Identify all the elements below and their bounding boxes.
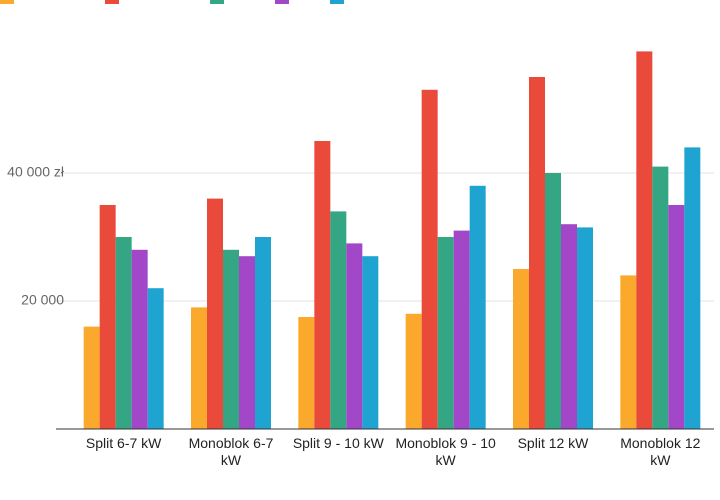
bar (314, 141, 331, 429)
bar (330, 211, 347, 429)
bar (561, 224, 577, 429)
bar (529, 77, 545, 429)
bar (421, 89, 438, 430)
legend-swatch (210, 0, 224, 4)
bar (513, 269, 529, 429)
bar (545, 173, 561, 429)
bar (239, 256, 255, 429)
bar (668, 205, 685, 429)
x-tick-label: Split 12 kW (517, 435, 589, 451)
bar (437, 237, 454, 429)
x-tick-label: Split 6-7 kW (85, 435, 162, 451)
x-tick-label: Split 9 - 10 kW (292, 435, 384, 451)
bar (652, 166, 669, 429)
legend-swatch (0, 0, 14, 4)
bar (298, 317, 315, 429)
y-tick-label: 20 000 (21, 292, 64, 308)
legend-swatch (330, 0, 344, 4)
bar (346, 243, 363, 429)
bar (191, 307, 207, 429)
bar (453, 230, 470, 429)
bar (362, 256, 379, 429)
legend-swatch (275, 0, 289, 4)
bar (99, 205, 116, 429)
x-tick-label: Monoblok 12 kW (620, 435, 701, 468)
bar (83, 326, 100, 429)
bar (131, 249, 148, 429)
x-tick-label: Monoblok 9 - 10 kW (395, 435, 496, 468)
bar (223, 249, 239, 429)
bar (147, 288, 164, 429)
bar (577, 227, 593, 429)
bar (636, 51, 653, 430)
bar (469, 185, 486, 429)
bar (684, 147, 701, 429)
bar (207, 198, 223, 429)
bar (405, 313, 422, 429)
bar (255, 237, 271, 429)
legend-swatch (105, 0, 119, 4)
bar (620, 275, 637, 429)
x-tick-label: Monoblok 6-7 kW (188, 435, 274, 468)
bar (115, 237, 132, 429)
y-tick-label: 40 000 zł (7, 164, 65, 180)
